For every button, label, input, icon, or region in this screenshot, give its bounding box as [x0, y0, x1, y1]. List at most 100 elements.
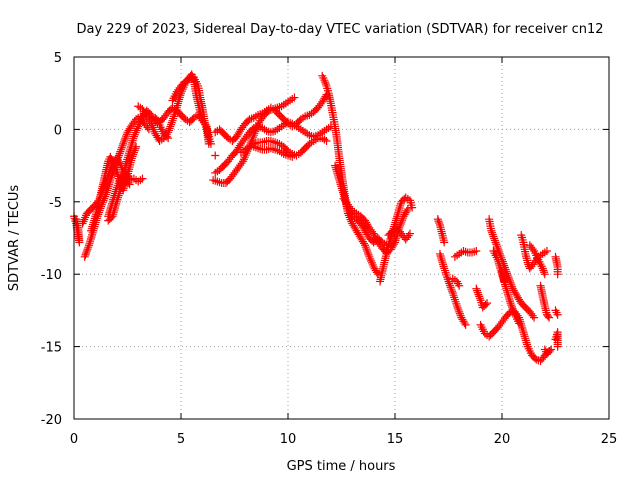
- series-arc-5: [104, 168, 147, 221]
- data-point: [81, 250, 90, 259]
- data-point: [239, 155, 248, 164]
- data-point: [456, 311, 465, 320]
- data-point: [473, 286, 482, 295]
- series-arc-4: [87, 142, 141, 235]
- data-point: [473, 288, 482, 297]
- data-point: [505, 297, 514, 306]
- data-markers: [70, 70, 562, 366]
- y-axis-label: SDTVAR / TECUs: [7, 185, 22, 292]
- data-point: [553, 310, 562, 319]
- data-point: [147, 121, 156, 130]
- data-point: [440, 266, 449, 275]
- series-arc-29: [498, 267, 509, 286]
- data-point: [438, 260, 447, 269]
- data-point: [435, 249, 444, 258]
- data-point: [403, 205, 412, 214]
- data-point: [519, 328, 528, 337]
- y-tick-label: -5: [49, 196, 62, 211]
- series-arc-32: [536, 281, 554, 322]
- data-point: [408, 203, 417, 212]
- data-point: [481, 300, 490, 309]
- data-point: [521, 334, 530, 343]
- data-point: [392, 214, 401, 223]
- data-point: [502, 284, 511, 293]
- data-point: [266, 136, 275, 145]
- data-point: [82, 247, 91, 256]
- data-point: [149, 125, 158, 134]
- y-tick-label: 5: [54, 51, 62, 66]
- data-point: [129, 132, 138, 141]
- series-arc-19: [376, 193, 417, 286]
- data-point: [148, 123, 157, 132]
- data-point: [450, 293, 459, 302]
- data-point: [551, 306, 560, 315]
- data-point: [445, 279, 454, 288]
- data-point: [488, 230, 497, 239]
- data-point: [130, 117, 139, 126]
- data-point: [438, 258, 447, 267]
- data-point: [448, 287, 457, 296]
- data-point: [553, 342, 562, 351]
- series-arc-24: [450, 247, 481, 261]
- data-point: [138, 174, 147, 183]
- series-arc-28: [489, 247, 524, 328]
- series-arc-20: [384, 223, 414, 244]
- data-point: [547, 345, 556, 354]
- x-tick-label: 5: [177, 432, 185, 447]
- data-point: [362, 245, 371, 254]
- series-arc-21: [433, 215, 449, 247]
- data-point: [363, 248, 372, 257]
- data-point: [167, 118, 176, 127]
- data-point: [493, 242, 502, 251]
- data-point: [520, 332, 529, 341]
- data-point: [215, 178, 224, 187]
- data-point: [359, 239, 368, 248]
- data-point: [361, 243, 370, 252]
- data-point: [363, 247, 372, 256]
- data-point: [169, 114, 178, 123]
- data-point: [453, 302, 462, 311]
- series-arc-10: [211, 151, 220, 160]
- x-tick-label: 15: [387, 432, 404, 447]
- data-point: [164, 128, 173, 137]
- data-point: [82, 248, 91, 257]
- data-point: [433, 215, 442, 224]
- series-arc-33: [540, 345, 556, 358]
- data-point: [80, 215, 89, 224]
- data-point: [542, 247, 551, 256]
- data-point: [490, 234, 499, 243]
- data-point: [150, 127, 159, 136]
- data-point: [130, 130, 139, 139]
- data-point: [552, 308, 561, 317]
- data-point: [290, 93, 299, 102]
- data-point: [504, 292, 513, 301]
- y-tick-label: -20: [41, 413, 62, 428]
- data-point: [81, 213, 90, 222]
- data-point: [449, 291, 458, 300]
- y-tick-label: 0: [54, 123, 62, 138]
- data-point: [211, 151, 220, 160]
- data-point: [448, 289, 457, 298]
- data-point: [515, 319, 524, 328]
- data-point: [530, 313, 539, 322]
- data-point: [366, 254, 375, 263]
- data-point: [321, 80, 330, 89]
- data-point: [234, 143, 243, 152]
- data-point: [364, 250, 373, 259]
- data-point: [273, 139, 282, 148]
- data-point: [487, 226, 496, 235]
- data-point: [470, 247, 479, 256]
- data-point: [129, 148, 138, 157]
- data-point: [117, 143, 126, 152]
- data-point: [404, 231, 413, 240]
- data-point: [540, 268, 549, 277]
- data-point: [204, 139, 213, 148]
- data-point: [290, 150, 299, 159]
- data-point: [500, 277, 509, 286]
- data-point: [320, 76, 329, 85]
- series-arc-31: [525, 241, 549, 279]
- data-point: [507, 301, 516, 310]
- data-point: [72, 215, 81, 224]
- series-arc-15: [249, 142, 297, 161]
- data-point: [474, 290, 483, 299]
